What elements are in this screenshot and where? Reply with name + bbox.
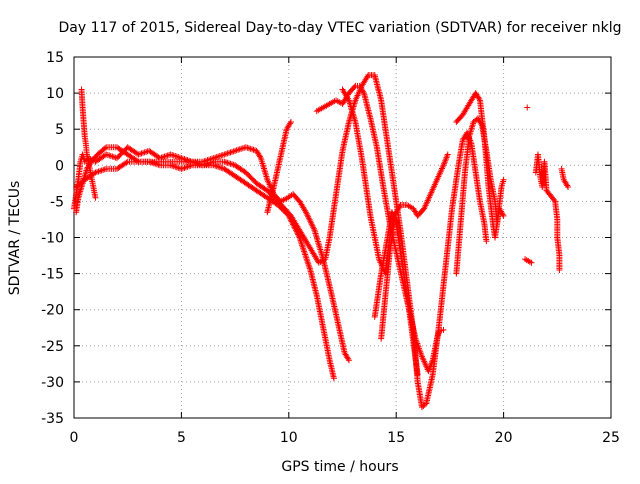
y-tick-label: -25 (41, 339, 64, 355)
plot-frame (73, 56, 612, 419)
x-tick-label: 20 (495, 430, 513, 446)
data-points (73, 72, 490, 411)
x-tick-label: 0 (70, 430, 79, 446)
data-series (71, 144, 352, 364)
data-series (264, 118, 294, 216)
data-points (522, 104, 572, 273)
x-axis-label: GPS time / hours (281, 459, 398, 475)
x-tick-label: 15 (387, 430, 405, 446)
x-tick-label: 5 (177, 430, 186, 446)
tick-labels: 0 5 10 15 20 25 15 10 5 0 -5 -10 -15 -20 -25 -30 -35 (41, 50, 620, 446)
data-points (378, 220, 398, 342)
x-tick-label: 10 (280, 430, 298, 446)
data-series (73, 158, 337, 382)
plot-area (71, 72, 572, 411)
y-tick-label: 5 (55, 122, 64, 138)
data-series (78, 86, 99, 201)
data-series (453, 90, 507, 241)
y-tick-label: -5 (50, 194, 64, 210)
y-tick-label: 15 (46, 50, 64, 66)
y-tick-label: -20 (41, 303, 64, 319)
grid (74, 57, 611, 418)
data-series (378, 220, 398, 342)
data-points (71, 144, 352, 364)
data-points (453, 90, 507, 241)
y-tick-label: -10 (41, 231, 64, 247)
data-points (73, 158, 337, 382)
y-tick-label: -15 (41, 267, 64, 283)
x-tick-label: 25 (602, 430, 620, 446)
data-series (522, 104, 572, 273)
data-series (73, 72, 490, 411)
y-axis-label: SDTVAR / TECUs (7, 181, 23, 296)
y-tick-label: 0 (55, 158, 64, 174)
data-points (371, 209, 421, 378)
data-series (371, 209, 421, 378)
y-tick-label: -30 (41, 375, 64, 391)
data-points (264, 118, 294, 216)
y-tick-label: -35 (41, 411, 64, 427)
data-points (78, 86, 99, 201)
chart-title: Day 117 of 2015, Sidereal Day-to-day VTE… (59, 20, 622, 36)
axes (73, 56, 612, 419)
y-tick-label: 10 (46, 86, 64, 102)
